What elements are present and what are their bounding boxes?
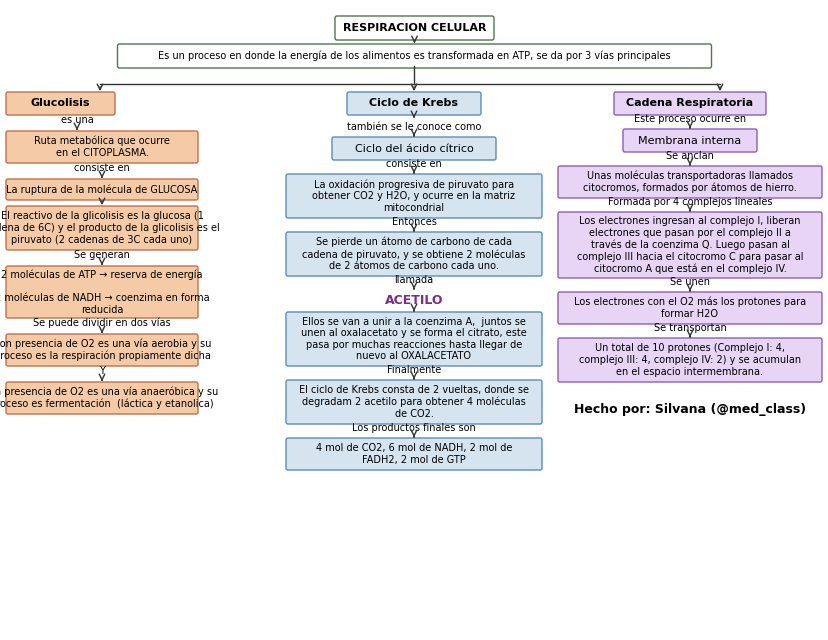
Text: Se generan: Se generan xyxy=(74,250,130,260)
FancyBboxPatch shape xyxy=(557,338,821,382)
Text: Finalmente: Finalmente xyxy=(387,365,440,375)
Text: Ciclo del ácido cítrico: Ciclo del ácido cítrico xyxy=(354,143,473,154)
Text: consiste en: consiste en xyxy=(74,163,130,173)
FancyBboxPatch shape xyxy=(118,44,710,68)
Text: Es un proceso en donde la energía de los alimentos es transformada en ATP, se da: Es un proceso en donde la energía de los… xyxy=(158,51,670,61)
FancyBboxPatch shape xyxy=(286,438,542,470)
Text: Ciclo de Krebs: Ciclo de Krebs xyxy=(369,99,458,109)
FancyBboxPatch shape xyxy=(6,206,198,250)
Text: también se le conoce como: también se le conoce como xyxy=(346,122,480,132)
FancyBboxPatch shape xyxy=(286,312,542,366)
Text: Cadena Respiratoria: Cadena Respiratoria xyxy=(626,99,753,109)
FancyBboxPatch shape xyxy=(286,174,542,218)
FancyBboxPatch shape xyxy=(557,212,821,278)
Text: es una: es una xyxy=(60,115,94,125)
Text: consiste en: consiste en xyxy=(386,159,441,169)
FancyBboxPatch shape xyxy=(614,92,765,115)
Text: Se puede dividir en dos vías: Se puede dividir en dos vías xyxy=(33,317,171,328)
FancyBboxPatch shape xyxy=(335,16,493,40)
Text: 2 moléculas de ATP → reserva de energía

2 moléculas de NADH → coenzima en forma: 2 moléculas de ATP → reserva de energía … xyxy=(0,269,209,315)
Text: Membrana interna: Membrana interna xyxy=(638,136,741,145)
Text: Entonces: Entonces xyxy=(391,217,436,227)
Text: Este proceso ocurre en: Este proceso ocurre en xyxy=(633,114,745,124)
FancyBboxPatch shape xyxy=(623,129,756,152)
Text: llamada: llamada xyxy=(394,275,433,285)
FancyBboxPatch shape xyxy=(6,131,198,163)
FancyBboxPatch shape xyxy=(331,137,495,160)
Text: Se anclan: Se anclan xyxy=(665,151,713,161)
Text: ACETILO: ACETILO xyxy=(384,294,443,307)
Text: Formada por 4 complejos lineales: Formada por 4 complejos lineales xyxy=(607,197,772,207)
FancyBboxPatch shape xyxy=(557,166,821,198)
Text: Se unen: Se unen xyxy=(669,277,709,287)
Text: Glucolisis: Glucolisis xyxy=(31,99,90,109)
FancyBboxPatch shape xyxy=(286,380,542,424)
Text: Y: Y xyxy=(99,366,105,376)
Text: Los productos finales son: Los productos finales son xyxy=(352,423,475,433)
FancyBboxPatch shape xyxy=(6,334,198,366)
Text: Los electrones con el O2 más los protones para
formar H2O: Los electrones con el O2 más los protone… xyxy=(573,297,805,319)
Text: 4 mol de CO2, 6 mol de NADH, 2 mol de
FADH2, 2 mol de GTP: 4 mol de CO2, 6 mol de NADH, 2 mol de FA… xyxy=(315,443,512,465)
Text: Un total de 10 protones (Complejo I: 4,
complejo III: 4, complejo IV: 2) y se ac: Un total de 10 protones (Complejo I: 4, … xyxy=(578,344,800,376)
Text: Los electrones ingresan al complejo I, liberan
electrones que pasan por el compl: Los electrones ingresan al complejo I, l… xyxy=(576,216,802,274)
Text: Unas moléculas transportadoras llamados
citocromos, formados por átomos de hierr: Unas moléculas transportadoras llamados … xyxy=(582,171,796,193)
Text: Ruta metabólica que ocurre
en el CITOPLASMA.: Ruta metabólica que ocurre en el CITOPLA… xyxy=(34,136,170,158)
Text: Sin presencia de O2 es una vía anaeróbica y su
proceso es fermentación  (láctica: Sin presencia de O2 es una vía anaeróbic… xyxy=(0,387,218,410)
FancyBboxPatch shape xyxy=(6,179,198,200)
FancyBboxPatch shape xyxy=(286,232,542,276)
FancyBboxPatch shape xyxy=(347,92,480,115)
Text: El reactivo de la glicolisis es la glucosa (1
cadena de 6C) y el producto de la : El reactivo de la glicolisis es la gluco… xyxy=(0,211,219,244)
Text: Hecho por: Silvana (@med_class): Hecho por: Silvana (@med_class) xyxy=(573,403,805,417)
FancyBboxPatch shape xyxy=(6,92,115,115)
Text: Se pierde un átomo de carbono de cada
cadena de piruvato, y se obtiene 2 molécul: Se pierde un átomo de carbono de cada ca… xyxy=(302,237,525,271)
FancyBboxPatch shape xyxy=(557,292,821,324)
Text: RESPIRACION CELULAR: RESPIRACION CELULAR xyxy=(342,23,486,33)
FancyBboxPatch shape xyxy=(6,266,198,318)
FancyBboxPatch shape xyxy=(6,382,198,414)
Text: La ruptura de la molécula de GLUCOSA: La ruptura de la molécula de GLUCOSA xyxy=(7,184,197,195)
Text: Con presencia de O2 es una vía aerobia y su
proceso es la respiración propiament: Con presencia de O2 es una vía aerobia y… xyxy=(0,339,211,362)
Text: Se transportan: Se transportan xyxy=(652,323,725,333)
Text: El ciclo de Krebs consta de 2 vueltas, donde se
degradam 2 acetilo para obtener : El ciclo de Krebs consta de 2 vueltas, d… xyxy=(299,385,528,419)
Text: La oxidación progresiva de piruvato para
obtener CO2 y H2O, y ocurre en la matri: La oxidación progresiva de piruvato para… xyxy=(312,179,515,213)
Text: Ellos se van a unir a la coenzima A,  juntos se
unen al oxalacetato y se forma e: Ellos se van a unir a la coenzima A, jun… xyxy=(301,317,527,362)
